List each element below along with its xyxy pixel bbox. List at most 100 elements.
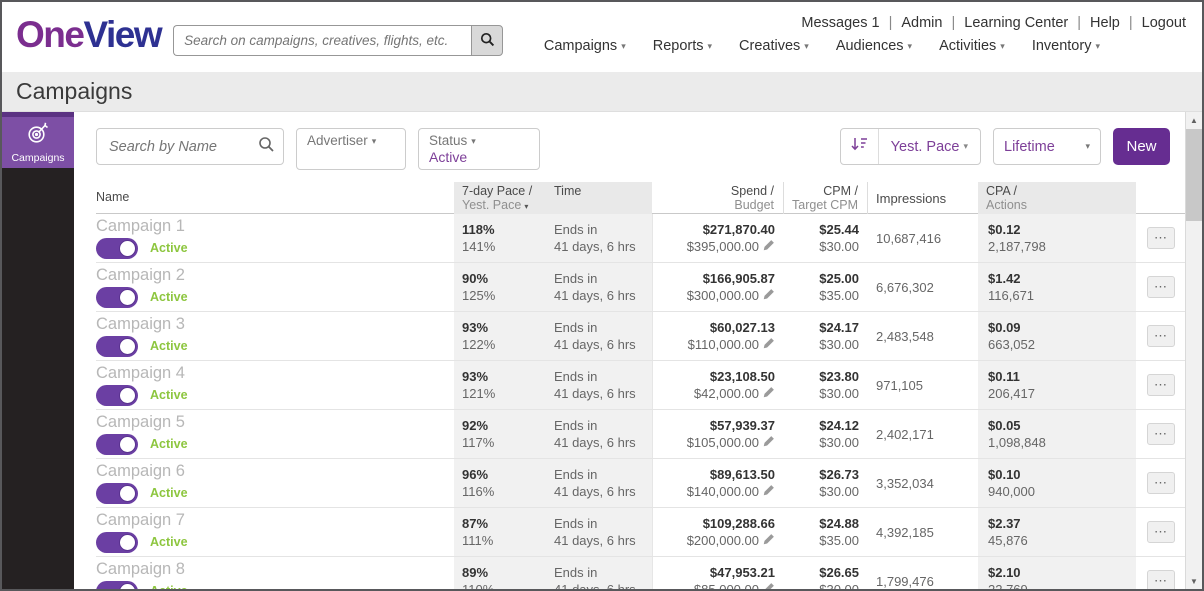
impressions-cell: 2,402,171 xyxy=(868,410,978,458)
scroll-down-button[interactable]: ▼ xyxy=(1186,573,1202,589)
cpa-cell: $0.12 2,187,798 xyxy=(978,214,1136,262)
time-cell: Ends in 41 days, 6 hrs xyxy=(546,312,652,360)
new-campaign-button[interactable]: New xyxy=(1113,128,1170,165)
target-cpm-value: $30.00 xyxy=(819,337,859,352)
time-line2: 41 days, 6 hrs xyxy=(554,533,636,548)
active-toggle[interactable] xyxy=(96,532,138,553)
global-search-input[interactable] xyxy=(173,25,472,56)
actions-count-value: 663,052 xyxy=(988,337,1035,352)
name-search-input[interactable] xyxy=(109,138,258,155)
chevron-down-icon: ▾ xyxy=(621,40,626,51)
edit-budget-pencil-icon[interactable] xyxy=(763,385,775,402)
sidebar-item-campaigns[interactable]: Campaigns xyxy=(2,112,74,168)
edit-budget-pencil-icon[interactable] xyxy=(763,238,775,255)
toggle-knob xyxy=(119,583,136,589)
cpa-value: $0.11 xyxy=(988,369,1020,384)
cpm-value: $24.88 xyxy=(819,516,859,531)
edit-budget-pencil-icon[interactable] xyxy=(763,434,775,451)
name-search xyxy=(96,128,284,165)
row-menu-button[interactable]: ⋯ xyxy=(1146,423,1175,445)
row-menu-button[interactable]: ⋯ xyxy=(1146,276,1175,298)
sort-direction-button[interactable] xyxy=(841,129,879,164)
toolbar: Advertiser▾ Status▾ Active xyxy=(74,112,1185,182)
edit-budget-pencil-icon[interactable] xyxy=(763,336,775,353)
column-header-pace[interactable]: 7-day Pace / Yest. Pace ▾ xyxy=(454,182,546,214)
sidebar: Campaigns xyxy=(2,112,74,589)
campaign-name-link[interactable]: Campaign 8 xyxy=(96,560,185,578)
campaign-name-link[interactable]: Campaign 6 xyxy=(96,462,185,480)
pace-7day-value: 93% xyxy=(462,320,489,335)
row-menu-button[interactable]: ⋯ xyxy=(1146,472,1175,494)
active-toggle[interactable] xyxy=(96,238,138,259)
active-toggle[interactable] xyxy=(96,483,138,504)
nav-activities[interactable]: Activities ▾ xyxy=(939,38,1005,54)
cpa-value: $0.10 xyxy=(988,467,1021,482)
utility-link-logout[interactable]: Logout xyxy=(1141,15,1186,31)
row-menu-button[interactable]: ⋯ xyxy=(1146,374,1175,396)
scrollbar-thumb[interactable] xyxy=(1186,129,1202,221)
edit-budget-pencil-icon[interactable] xyxy=(763,483,775,500)
utility-link-help[interactable]: Help xyxy=(1090,15,1120,31)
status-filter[interactable]: Status ▾ Active xyxy=(418,128,540,170)
cpm-header-line2: Target CPM xyxy=(792,198,858,212)
row-menu-button[interactable]: ⋯ xyxy=(1146,227,1175,249)
edit-budget-pencil-icon[interactable] xyxy=(763,581,775,589)
search-icon xyxy=(258,136,275,158)
chevron-down-icon: ▾ xyxy=(471,135,476,146)
logo-part-one: One xyxy=(16,14,85,55)
row-actions-cell: ⋯ xyxy=(1136,214,1185,262)
toggle-knob xyxy=(119,534,136,551)
nav-inventory[interactable]: Inventory ▾ xyxy=(1032,38,1100,54)
time-line2: 41 days, 6 hrs xyxy=(554,337,636,352)
utility-link-admin[interactable]: Admin xyxy=(901,15,943,31)
campaign-name-link[interactable]: Campaign 3 xyxy=(96,315,185,333)
utility-link-learning-center[interactable]: Learning Center xyxy=(964,15,1069,31)
row-menu-button[interactable]: ⋯ xyxy=(1146,521,1175,543)
active-toggle[interactable] xyxy=(96,581,138,589)
scroll-up-button[interactable]: ▲ xyxy=(1186,112,1202,128)
row-menu-button[interactable]: ⋯ xyxy=(1146,570,1175,589)
campaign-status-line: Active xyxy=(96,238,454,259)
utility-link-messages[interactable]: Messages 1 xyxy=(801,15,880,31)
cpa-value: $1.42 xyxy=(988,271,1021,286)
time-line1: Ends in xyxy=(554,271,598,286)
active-toggle[interactable] xyxy=(96,385,138,406)
nav-reports[interactable]: Reports ▾ xyxy=(653,38,712,54)
time-cell: Ends in 41 days, 6 hrs xyxy=(546,214,652,262)
table-row: Campaign 5 Active 92% 117% Ends in 41 da… xyxy=(96,410,1185,459)
chevron-down-icon: ▾ xyxy=(524,202,529,211)
active-toggle[interactable] xyxy=(96,287,138,308)
ellipsis-icon: ⋯ xyxy=(1154,279,1167,294)
active-toggle[interactable] xyxy=(96,336,138,357)
campaign-name-link[interactable]: Campaign 5 xyxy=(96,413,185,431)
advertiser-filter[interactable]: Advertiser ▾ xyxy=(296,128,406,170)
cpm-value: $25.00 xyxy=(819,271,859,286)
cpa-value: $0.12 xyxy=(988,222,1021,237)
budget-value: $105,000.00 xyxy=(686,435,759,450)
active-toggle[interactable] xyxy=(96,434,138,455)
time-line1: Ends in xyxy=(554,565,598,580)
impressions-value: 3,352,034 xyxy=(876,475,934,491)
chevron-down-icon: ▾ xyxy=(804,40,809,51)
nav-audiences[interactable]: Audiences ▾ xyxy=(836,38,912,54)
vertical-scrollbar[interactable]: ▲ ▼ xyxy=(1185,112,1202,589)
edit-budget-pencil-icon[interactable] xyxy=(763,287,775,304)
campaign-name-link[interactable]: Campaign 4 xyxy=(96,364,185,382)
pace-cell: 93% 121% xyxy=(454,361,546,409)
campaign-name-link[interactable]: Campaign 1 xyxy=(96,217,185,235)
impressions-cell: 6,676,302 xyxy=(868,263,978,311)
date-range-dropdown[interactable]: Lifetime ▾ xyxy=(993,128,1101,165)
campaign-name-link[interactable]: Campaign 7 xyxy=(96,511,185,529)
nav-campaigns[interactable]: Campaigns ▾ xyxy=(544,38,626,54)
actions-count-value: 116,671 xyxy=(988,288,1035,303)
campaign-name-cell: Campaign 3 Active xyxy=(96,312,454,360)
global-search-button[interactable] xyxy=(471,25,504,56)
toggle-knob xyxy=(119,338,136,355)
ellipsis-icon: ⋯ xyxy=(1154,573,1167,588)
row-menu-button[interactable]: ⋯ xyxy=(1146,325,1175,347)
campaign-name-link[interactable]: Campaign 2 xyxy=(96,266,185,284)
campaign-name-cell: Campaign 2 Active xyxy=(96,263,454,311)
nav-creatives[interactable]: Creatives ▾ xyxy=(739,38,809,54)
edit-budget-pencil-icon[interactable] xyxy=(763,532,775,549)
sort-field-dropdown[interactable]: Yest. Pace ▾ xyxy=(879,129,980,164)
